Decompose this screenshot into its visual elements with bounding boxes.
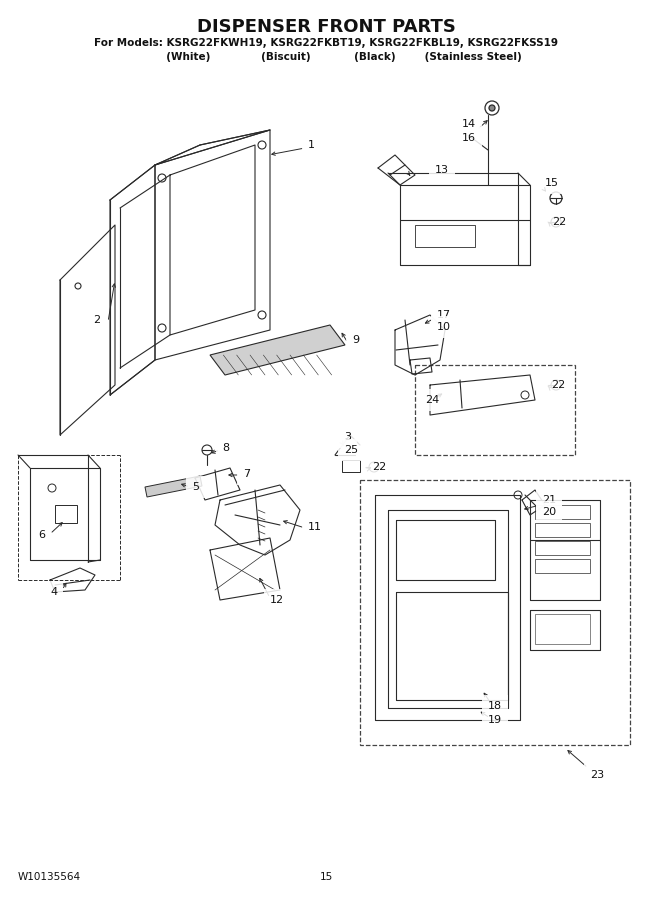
Text: 24: 24: [425, 395, 439, 405]
Text: 20: 20: [542, 507, 556, 517]
Text: DISPENSER FRONT PARTS: DISPENSER FRONT PARTS: [196, 18, 456, 36]
Text: 3: 3: [344, 432, 351, 442]
Text: 1: 1: [308, 140, 315, 150]
Text: 16: 16: [462, 133, 476, 143]
Text: 13: 13: [435, 165, 449, 175]
Bar: [55, 505, 77, 523]
Bar: [535, 541, 590, 555]
Text: (White)              (Biscuit)            (Black)        (Stainless Steel): (White) (Biscuit) (Black) (Stainless Ste…: [130, 52, 522, 62]
Text: For Models: KSRG22FKWH19, KSRG22FKBT19, KSRG22FKBL19, KSRG22FKSS19: For Models: KSRG22FKWH19, KSRG22FKBT19, …: [94, 38, 558, 48]
Text: 22: 22: [372, 462, 386, 472]
Bar: [535, 614, 590, 644]
Text: 10: 10: [437, 322, 451, 332]
Text: 23: 23: [590, 770, 604, 780]
Circle shape: [489, 105, 495, 111]
Text: 25: 25: [344, 445, 358, 455]
Text: 9: 9: [352, 335, 359, 345]
Bar: [535, 505, 590, 519]
Text: 8: 8: [222, 443, 229, 453]
Text: 5: 5: [192, 482, 199, 492]
Text: 2: 2: [93, 315, 100, 325]
Text: 17: 17: [437, 310, 451, 320]
Text: 4: 4: [50, 587, 57, 597]
Text: 15: 15: [545, 178, 559, 188]
Bar: [360, 480, 630, 745]
Polygon shape: [210, 325, 345, 375]
Bar: [415, 225, 475, 247]
Text: 15: 15: [319, 872, 333, 882]
Polygon shape: [145, 476, 202, 497]
Bar: [535, 523, 590, 537]
Bar: [342, 460, 360, 472]
Text: 19: 19: [488, 715, 502, 725]
Bar: [415, 365, 575, 455]
Text: 18: 18: [488, 701, 502, 711]
Text: 22: 22: [551, 380, 565, 390]
Bar: [535, 559, 590, 573]
Text: 21: 21: [542, 495, 556, 505]
Text: 6: 6: [38, 530, 45, 540]
Text: 14: 14: [462, 119, 476, 129]
Text: 11: 11: [308, 522, 322, 532]
Text: 7: 7: [243, 469, 250, 479]
Text: 22: 22: [552, 217, 566, 227]
Text: 12: 12: [270, 595, 284, 605]
Text: W10135564: W10135564: [18, 872, 81, 882]
